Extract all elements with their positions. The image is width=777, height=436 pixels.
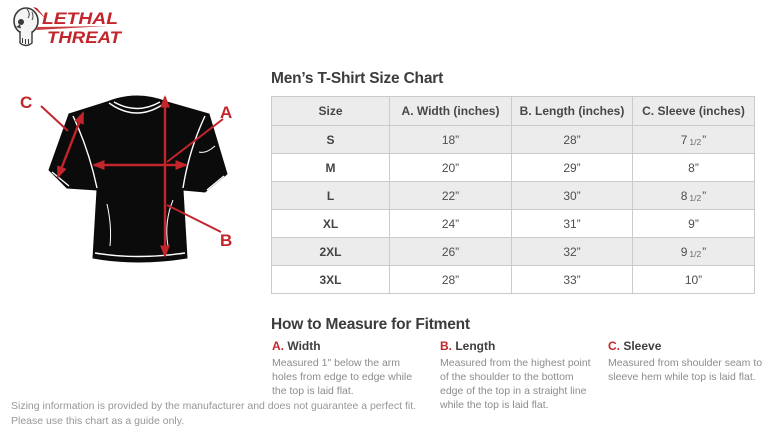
logo-text-line2: THREAT (47, 28, 123, 47)
sizing-disclaimer: Sizing information is provided by the ma… (11, 399, 416, 429)
sleeve-measure-line (56, 111, 85, 179)
table-row: L 22” 30” 8 1/2” (271, 181, 755, 210)
size-chart-table: Size A. Width (inches) B. Length (inches… (271, 96, 755, 294)
measure-description: Measured 1" below the arm holes from edg… (272, 357, 413, 397)
size-cell: 2XL (271, 237, 390, 266)
measure-name: Width (287, 339, 321, 353)
col-header-size: Size (271, 96, 390, 126)
width-cell: 26” (389, 237, 512, 266)
skull-icon (13, 7, 46, 47)
col-header-length: B. Length (inches) (511, 96, 633, 126)
measure-description: Measured from the highest point of the s… (440, 357, 591, 411)
size-cell: M (271, 153, 390, 182)
table-header-row: Size A. Width (inches) B. Length (inches… (271, 96, 755, 126)
size-cell: XL (271, 209, 390, 238)
length-cell: 30” (511, 181, 633, 210)
how-to-measure-section: A. Width Measured 1" below the arm holes… (272, 339, 772, 412)
col-header-sleeve: C. Sleeve (inches) (632, 96, 755, 126)
measure-letter: C. (608, 339, 620, 353)
measure-item-label: C. Sleeve (608, 339, 772, 353)
size-chart-title: Men’s T-Shirt Size Chart (271, 70, 444, 87)
width-cell: 28” (389, 265, 512, 294)
sleeve-cell: 10” (632, 265, 755, 294)
length-cell: 33” (511, 265, 633, 294)
measure-item-label: A. Width (272, 339, 424, 353)
logo-spike (33, 7, 46, 19)
diagram-label-a: A (220, 103, 232, 122)
width-cell: 24” (389, 209, 512, 238)
size-cell: S (271, 125, 390, 154)
logo-text-line1: LETHAL (42, 9, 118, 28)
disclaimer-line1: Sizing information is provided by the ma… (11, 400, 417, 412)
col-header-width: A. Width (inches) (389, 96, 512, 126)
measure-item-width: A. Width Measured 1" below the arm holes… (272, 339, 424, 412)
sleeve-cell: 8” (632, 153, 755, 182)
table-row: 2XL 26” 32” 9 1/2” (271, 237, 755, 266)
measure-name: Sleeve (623, 339, 662, 353)
tshirt-measurement-diagram: A B C (20, 93, 232, 263)
length-cell: 28” (511, 125, 633, 154)
label-b-pointer-line (166, 204, 222, 233)
tshirt-silhouette (48, 95, 228, 263)
table-row: S 18” 28” 7 1/2” (271, 125, 755, 154)
table-row: 3XL 28” 33” 10” (271, 265, 755, 294)
diagram-label-b: B (220, 231, 232, 250)
measure-item-label: B. Length (440, 339, 592, 353)
size-cell: L (271, 181, 390, 210)
measure-name: Length (455, 339, 496, 353)
table-row: XL 24” 31” 9” (271, 209, 755, 238)
width-cell: 22” (389, 181, 512, 210)
diagram-label-c: C (20, 93, 32, 112)
label-a-pointer-line (166, 118, 224, 163)
measure-letter: B. (440, 339, 452, 353)
disclaimer-line2: Please use this chart as a guide only. (11, 415, 185, 427)
how-to-measure-title: How to Measure for Fitment (271, 316, 470, 333)
length-cell: 29” (511, 153, 633, 182)
measure-item-sleeve: C. Sleeve Measured from shoulder seam to… (608, 339, 772, 412)
size-cell: 3XL (271, 265, 390, 294)
measure-item-length: B. Length Measured from the highest poin… (440, 339, 592, 412)
logo-slash (36, 26, 108, 30)
sleeve-cell: 7 1/2” (632, 125, 755, 154)
label-c-pointer-line (40, 105, 69, 132)
measure-letter: A. (272, 339, 284, 353)
width-cell: 18” (389, 125, 512, 154)
sleeve-cell: 9” (632, 209, 755, 238)
measure-description: Measured from shoulder seam to sleeve he… (608, 357, 763, 383)
brand-logo: LETHAL THREAT (13, 7, 123, 47)
width-cell: 20” (389, 153, 512, 182)
length-cell: 31” (511, 209, 633, 238)
sleeve-cell: 9 1/2” (632, 237, 755, 266)
table-row: M 20” 29” 8” (271, 153, 755, 182)
sleeve-cell: 8 1/2” (632, 181, 755, 210)
length-cell: 32” (511, 237, 633, 266)
